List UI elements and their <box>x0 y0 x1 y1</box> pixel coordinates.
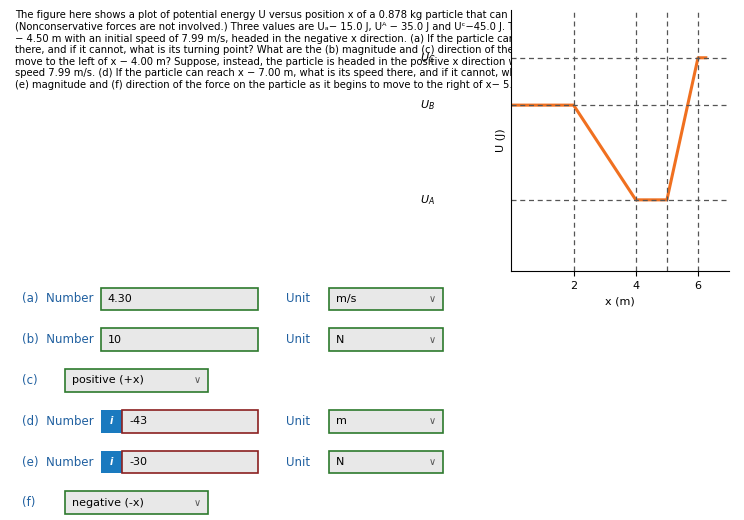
Text: ∨: ∨ <box>193 498 201 508</box>
FancyBboxPatch shape <box>329 329 443 351</box>
X-axis label: x (m): x (m) <box>606 296 635 306</box>
Text: 10: 10 <box>108 335 122 345</box>
Text: negative (-x): negative (-x) <box>72 498 144 508</box>
FancyBboxPatch shape <box>100 288 257 310</box>
FancyBboxPatch shape <box>65 491 208 514</box>
Text: positive (+x): positive (+x) <box>72 375 144 385</box>
Text: Unit: Unit <box>286 333 310 346</box>
Text: -30: -30 <box>129 457 147 467</box>
Text: (c): (c) <box>22 374 38 387</box>
Text: ∨: ∨ <box>429 294 436 304</box>
FancyBboxPatch shape <box>122 451 257 473</box>
FancyBboxPatch shape <box>100 451 122 473</box>
Text: $U_B$: $U_B$ <box>420 98 435 112</box>
Text: ∨: ∨ <box>429 335 436 345</box>
Text: (d)  Number: (d) Number <box>22 415 94 428</box>
Text: The figure here shows a plot of potential energy U versus position x of a 0.878 : The figure here shows a plot of potentia… <box>15 10 695 90</box>
Text: Unit: Unit <box>286 415 310 428</box>
Text: $U_C$: $U_C$ <box>420 51 435 64</box>
Text: i: i <box>109 416 113 426</box>
Text: Unit: Unit <box>286 292 310 305</box>
FancyBboxPatch shape <box>100 410 122 433</box>
Text: 4.30: 4.30 <box>108 294 132 304</box>
Text: N: N <box>336 457 344 467</box>
Text: ∨: ∨ <box>429 457 436 467</box>
FancyBboxPatch shape <box>329 288 443 310</box>
Text: i: i <box>109 457 113 467</box>
Text: (a)  Number: (a) Number <box>22 292 94 305</box>
FancyBboxPatch shape <box>329 451 443 473</box>
Text: -43: -43 <box>129 416 147 426</box>
FancyBboxPatch shape <box>329 410 443 433</box>
FancyBboxPatch shape <box>65 369 208 392</box>
FancyBboxPatch shape <box>122 410 257 433</box>
Text: m/s: m/s <box>336 294 356 304</box>
Text: N: N <box>336 335 344 345</box>
Text: m: m <box>336 416 347 426</box>
Text: Unit: Unit <box>286 456 310 469</box>
Text: (b)  Number: (b) Number <box>22 333 94 346</box>
Text: ∨: ∨ <box>193 375 201 385</box>
Text: (e)  Number: (e) Number <box>22 456 94 469</box>
Y-axis label: U (J): U (J) <box>496 129 506 152</box>
Text: $U_A$: $U_A$ <box>420 193 435 207</box>
Text: ∨: ∨ <box>429 416 436 426</box>
FancyBboxPatch shape <box>100 329 257 351</box>
Text: (f): (f) <box>22 496 36 509</box>
